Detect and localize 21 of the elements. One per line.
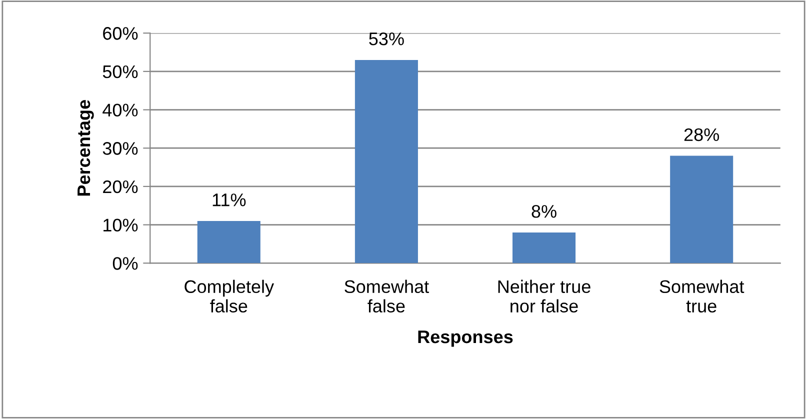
- y-tick-label: 60%: [103, 27, 138, 40]
- y-tick-label: 50%: [102, 65, 138, 78]
- x-tick-label: Somewhat false: [344, 280, 429, 313]
- data-label: 53%: [369, 32, 404, 46]
- data-label: 8%: [532, 204, 556, 218]
- y-tick-label: 10%: [104, 218, 138, 232]
- bar: [670, 156, 734, 264]
- x-axis-title: Responses: [418, 330, 513, 347]
- data-label: 11%: [212, 194, 246, 206]
- y-tick-label: 40%: [102, 104, 138, 116]
- y-axis-title: Percentage: [78, 100, 94, 196]
- x-tick-label: Completely false: [184, 280, 274, 313]
- bar: [512, 232, 576, 264]
- data-label: 28%: [684, 128, 720, 142]
- x-tick-label: Somewhat true: [660, 280, 744, 313]
- y-tick-label: 30%: [102, 142, 138, 155]
- y-tick-label: 20%: [103, 180, 138, 194]
- bar: [354, 60, 418, 264]
- bar: [197, 220, 260, 264]
- x-tick-label: Neither true nor false: [498, 280, 590, 313]
- y-tick-label: 0%: [112, 257, 138, 270]
